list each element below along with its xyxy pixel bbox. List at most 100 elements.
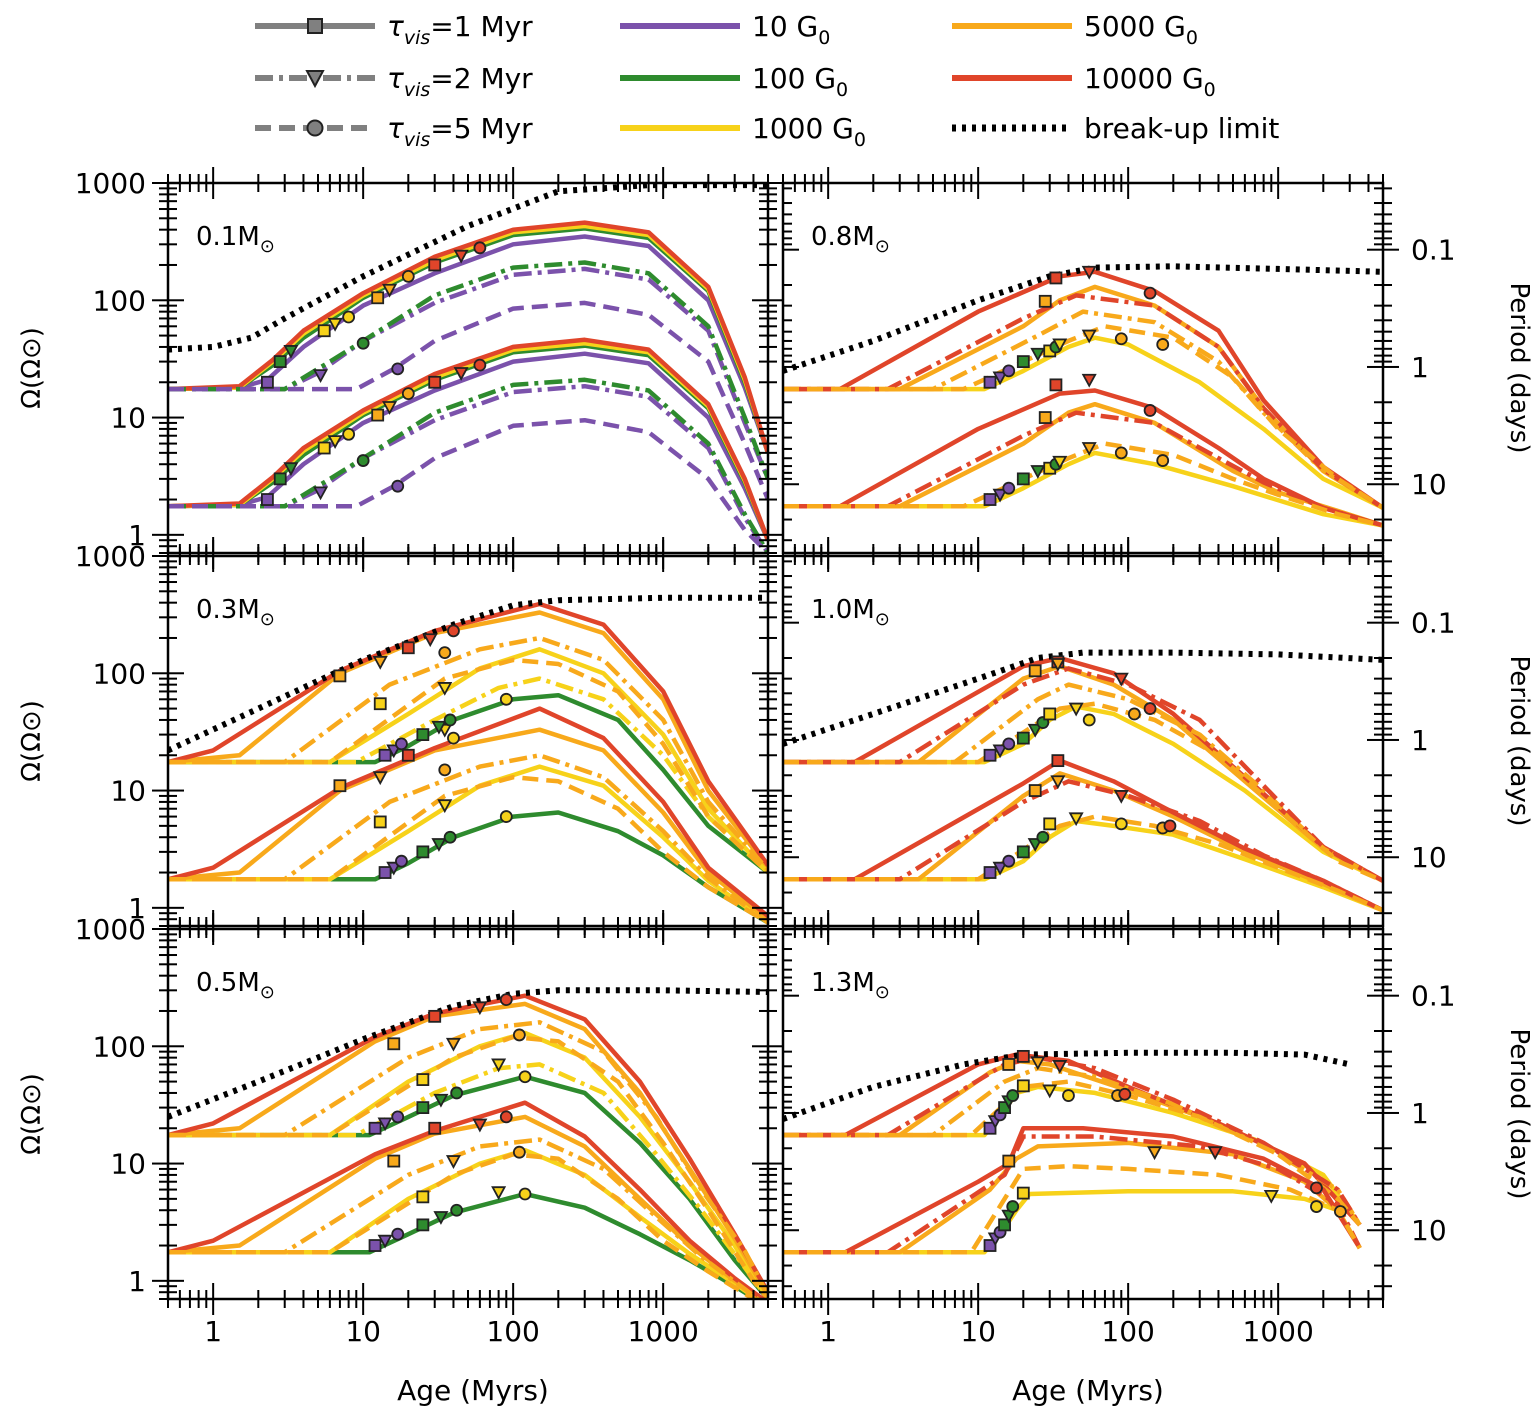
data-marker	[401, 269, 415, 283]
data-marker	[1052, 1060, 1068, 1074]
legend-label: 5000 G0	[1084, 10, 1198, 49]
data-marker	[1263, 1189, 1279, 1204]
x-tick-label: 1000	[1243, 1315, 1314, 1348]
series-line	[168, 266, 768, 480]
panel-mass-label: 0.5M⊙	[196, 968, 275, 1003]
series-line	[783, 701, 1383, 883]
data-marker	[1081, 329, 1097, 344]
series-line	[168, 1100, 767, 1299]
legend-label: τvis=2 Myr	[387, 62, 533, 101]
legend-marker-square	[307, 18, 323, 34]
series-line	[783, 335, 1383, 510]
data-marker	[1036, 830, 1050, 844]
y-tick-label: 100	[93, 284, 146, 317]
series-line	[783, 293, 1383, 510]
series-line	[168, 1020, 768, 1297]
x-tick-label: 10	[345, 1315, 381, 1348]
data-marker	[401, 748, 415, 762]
data-marker	[313, 486, 329, 501]
series-line	[783, 1055, 1362, 1227]
data-marker	[372, 771, 388, 786]
data-marker	[1006, 1089, 1020, 1102]
data-marker	[1114, 446, 1128, 460]
data-marker	[1081, 442, 1097, 456]
breakup-line	[783, 649, 1383, 747]
data-marker	[382, 401, 398, 415]
data-marker	[472, 1001, 488, 1016]
series-line	[783, 1052, 1362, 1227]
y-tick-label: 100	[93, 657, 146, 690]
plot-area	[783, 263, 1383, 528]
data-marker	[1050, 658, 1066, 672]
series-line	[783, 324, 1383, 510]
panel-0.8M: 0.1 1 10 Period (days) 0.8M⊙	[781, 167, 1534, 569]
data-marker	[1028, 664, 1042, 678]
ticks	[152, 913, 784, 1315]
data-marker	[1163, 819, 1177, 833]
data-marker	[443, 830, 457, 844]
data-marker	[998, 1218, 1011, 1232]
data-marker	[1143, 286, 1157, 300]
ticks	[782, 913, 1399, 1315]
legend-label: break-up limit	[1084, 112, 1279, 145]
data-marker	[1006, 1200, 1020, 1213]
data-marker	[1050, 775, 1066, 790]
data-marker	[1127, 707, 1141, 721]
period-tick-label: 1	[1411, 351, 1429, 384]
data-marker	[1016, 355, 1030, 368]
series-line	[783, 666, 1383, 883]
series-line	[168, 417, 768, 553]
data-marker	[387, 1154, 401, 1168]
data-marker	[1156, 338, 1170, 351]
data-marker	[1081, 373, 1097, 388]
data-marker	[373, 815, 387, 829]
data-marker	[283, 462, 299, 477]
data-marker	[1016, 845, 1030, 859]
series-line	[168, 1147, 761, 1299]
series-line	[783, 284, 1383, 510]
series-line	[168, 1137, 762, 1299]
data-marker	[1043, 817, 1057, 831]
x-axis-label-right: Age (Myrs)	[1012, 1374, 1164, 1407]
legend-entry: τvis=1 Myr	[255, 10, 533, 49]
data-marker	[327, 435, 343, 449]
panel-mass-label: 1.3M⊙	[811, 968, 890, 1003]
x-tick-label: 100	[1101, 1315, 1154, 1348]
data-marker	[391, 362, 405, 376]
data-marker	[512, 1145, 526, 1159]
data-marker	[391, 1110, 405, 1124]
series-line	[168, 647, 768, 875]
series-line	[783, 818, 1383, 913]
plot-area	[168, 987, 768, 1299]
data-marker	[377, 1117, 393, 1132]
y-tick-label: 1000	[75, 540, 146, 573]
data-marker	[1052, 455, 1068, 470]
data-marker	[283, 345, 299, 359]
y-axis-label: Ω(Ω⊙)	[17, 1073, 47, 1155]
panel-mass-label: 0.3M⊙	[196, 595, 275, 630]
data-marker	[518, 1187, 532, 1201]
legend-label: 100 G0	[752, 62, 848, 101]
data-marker	[1027, 723, 1043, 738]
data-marker	[428, 1009, 442, 1023]
period-axis-label: Period (days)	[1504, 283, 1534, 454]
data-marker	[395, 737, 408, 751]
data-marker	[1334, 1205, 1347, 1218]
y-tick-label: 1	[128, 1265, 146, 1298]
data-marker	[368, 1121, 382, 1135]
breakup-line	[168, 183, 768, 353]
data-marker	[1043, 707, 1057, 721]
series-line	[168, 774, 768, 925]
series-line	[783, 1126, 1362, 1255]
legend-entry: τvis=2 Myr	[255, 62, 533, 101]
data-marker	[499, 1110, 513, 1124]
data-marker	[992, 488, 1008, 503]
y-axis-label: Ω(Ω⊙)	[17, 327, 47, 409]
period-tick-label: 0.1	[1411, 234, 1456, 267]
x-tick-label: 1	[204, 1315, 222, 1348]
data-marker	[998, 1101, 1011, 1114]
data-marker	[356, 336, 370, 350]
data-marker	[1147, 1146, 1163, 1161]
data-marker	[368, 1239, 382, 1252]
data-marker	[261, 375, 274, 389]
